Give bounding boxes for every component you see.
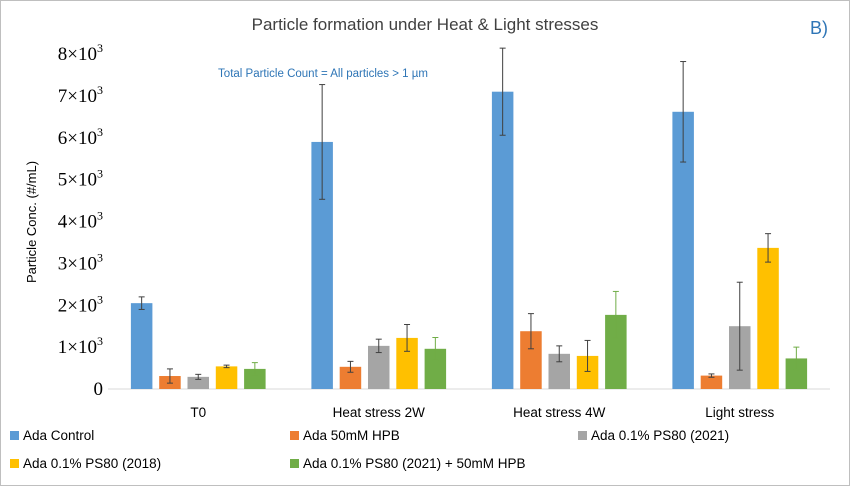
error-bar [499, 47, 506, 136]
legend-item: Ada 0.1% PS80 (2021) + 50mM HPB [290, 456, 526, 471]
x-tick-label: Heat stress 4W [513, 405, 606, 420]
legend-swatch [578, 431, 587, 440]
chart-title: Particle formation under Heat & Light st… [252, 15, 599, 34]
bar [520, 331, 542, 389]
y-tick-mantissa: 8×10 [58, 44, 97, 65]
legend-item: Ada 0.1% PS80 (2021) [578, 428, 729, 443]
error-bar [793, 346, 800, 371]
y-tick-exponent: 3 [97, 167, 103, 181]
bar [311, 141, 333, 389]
error-bar [708, 373, 715, 378]
y-tick-mantissa: 1×10 [58, 337, 97, 358]
bar [605, 314, 627, 389]
legend-label: Ada 50mM HPB [303, 428, 400, 443]
error-bar [347, 360, 354, 373]
legend: Ada Control Ada 50mM HPB Ada 0.1% PS80 (20… [10, 428, 729, 471]
bar [187, 376, 209, 389]
panel-label: B) [810, 18, 828, 38]
y-tick-mantissa: 5×10 [58, 170, 97, 191]
y-tick-exponent: 3 [97, 292, 103, 306]
legend-swatch [10, 459, 19, 468]
bar [785, 358, 808, 389]
y-tick-exponent: 3 [97, 250, 103, 264]
legend-item: Ada 50mM HPB [290, 428, 400, 443]
bar [244, 368, 266, 389]
legend-label: Ada 0.1% PS80 (2018) [23, 456, 161, 471]
y-tick-mantissa: 2×10 [58, 295, 97, 316]
error-bar [680, 61, 687, 163]
bar [396, 337, 418, 389]
error-bar [736, 281, 743, 371]
y-tick-mantissa: 3×10 [58, 253, 97, 274]
bar [548, 353, 570, 389]
error-bar [251, 362, 258, 376]
y-tick-mantissa: 4×10 [58, 212, 97, 233]
error-bar [612, 290, 619, 339]
y-tick-mantissa: 7×10 [58, 86, 97, 107]
error-bar [319, 84, 326, 200]
bar-groups [130, 91, 808, 389]
legend-label: Ada 0.1% PS80 (2021) [591, 428, 729, 443]
y-tick-label: 4×103 [58, 209, 103, 233]
bar [130, 303, 153, 389]
y-tick-label: 1×103 [58, 334, 103, 358]
error-bar [404, 324, 411, 352]
x-tick-label: T0 [190, 405, 206, 420]
y-tick-exponent: 3 [97, 125, 103, 139]
legend-item: Ada Control [10, 428, 94, 443]
y-tick-label: 7×103 [58, 83, 103, 107]
error-bar [195, 373, 202, 380]
chart-annotation: Total Particle Count = All particles > 1… [218, 68, 428, 80]
legend-swatch [10, 431, 19, 440]
bar [672, 111, 694, 389]
y-tick-label: 3×103 [58, 250, 103, 274]
bar [700, 375, 723, 389]
y-tick-mantissa: 0 [94, 379, 104, 400]
legend-swatch [290, 431, 299, 440]
y-tick-label: 6×103 [58, 125, 103, 149]
x-tick-labels: T0 Heat stress 2W Heat stress 4W Light stre… [190, 405, 774, 420]
legend-label: Ada 0.1% PS80 (2021) + 50mM HPB [303, 456, 526, 471]
x-tick-label: Light stress [705, 405, 774, 420]
y-tick-label: 2×103 [58, 292, 103, 316]
y-tick-exponent: 3 [97, 41, 103, 55]
y-tick-exponent: 3 [97, 83, 103, 97]
legend-label: Ada Control [23, 428, 94, 443]
y-axis-label: Particle Conc. (#/mL) [24, 161, 39, 283]
bar [576, 355, 599, 389]
error-bar [375, 338, 382, 354]
error-bar [166, 368, 173, 384]
y-tick-label: 8×103 [58, 41, 103, 65]
legend-swatch [290, 459, 299, 468]
error-bar [584, 339, 591, 372]
y-tick-mantissa: 6×10 [58, 128, 97, 149]
error-bar [138, 296, 145, 310]
bar [491, 91, 514, 389]
y-tick-exponent: 3 [97, 334, 103, 348]
legend-item: Ada 0.1% PS80 (2018) [10, 456, 161, 471]
y-tick-exponent: 3 [97, 209, 103, 223]
bar [368, 345, 390, 389]
error-bar [527, 313, 534, 350]
error-bars [138, 47, 800, 384]
bar [424, 348, 447, 389]
bar [339, 366, 362, 389]
error-bar [432, 336, 439, 361]
error-bar [765, 233, 772, 263]
x-tick-label: Heat stress 2W [333, 405, 426, 420]
y-tick-labels: 01×1032×1033×1034×1035×1036×1037×1038×10… [58, 41, 103, 400]
y-tick-label: 5×103 [58, 167, 103, 191]
bar [215, 366, 238, 389]
bar [757, 247, 779, 389]
error-bar [223, 364, 230, 369]
error-bar [556, 345, 563, 363]
y-tick-label: 0 [94, 379, 104, 400]
